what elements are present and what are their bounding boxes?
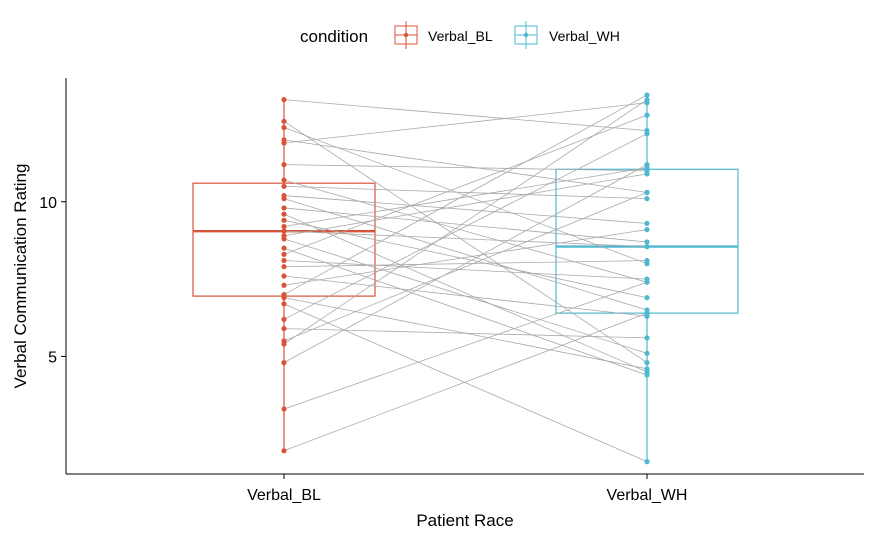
point-Verbal_BL: [281, 264, 287, 270]
point-Verbal_WH: [644, 372, 650, 378]
pair-line: [283, 192, 648, 342]
pair-line: [283, 179, 648, 283]
pair-line: [283, 229, 648, 286]
point-Verbal_WH: [644, 350, 650, 356]
pair-line: [283, 207, 648, 243]
pair-line: [283, 133, 648, 320]
x-axis-title: Patient Race: [416, 511, 513, 530]
legend-label-wh: Verbal_WH: [549, 28, 620, 44]
y-tick-label: 10: [39, 195, 57, 212]
pair-line: [283, 164, 648, 172]
point-Verbal_BL: [281, 228, 287, 234]
pair-line: [283, 164, 648, 363]
point-Verbal_BL: [281, 316, 287, 322]
point-Verbal_BL: [281, 406, 287, 412]
legend-key-bl: [394, 21, 418, 49]
plot-area: [192, 92, 739, 465]
point-Verbal_BL: [281, 196, 287, 202]
point-Verbal_BL: [281, 282, 287, 288]
pair-line: [283, 167, 648, 227]
legend-title: condition: [300, 27, 368, 46]
point-Verbal_BL: [281, 177, 287, 183]
point-Verbal_WH: [644, 171, 650, 177]
point-Verbal_WH: [644, 239, 650, 245]
point-Verbal_BL: [281, 97, 287, 103]
pair-line: [283, 139, 648, 193]
point-Verbal_WH: [644, 189, 650, 196]
pair-line: [283, 303, 648, 462]
point-Verbal_WH: [644, 335, 650, 341]
pair-line: [283, 173, 648, 237]
point-Verbal_BL: [281, 245, 287, 251]
point-Verbal_BL: [281, 140, 287, 146]
point-Verbal_WH: [644, 459, 650, 465]
point-Verbal_BL: [281, 236, 287, 242]
point-Verbal_BL: [281, 360, 287, 366]
pair-line: [283, 114, 648, 255]
legend-label-bl: Verbal_BL: [428, 28, 493, 44]
pair-line: [283, 230, 648, 248]
point-Verbal_BL: [281, 183, 287, 189]
pair-line: [283, 99, 648, 345]
point-Verbal_WH: [644, 92, 650, 98]
pair-line: [283, 247, 648, 376]
x-ticks: Verbal_BL Verbal_WH: [247, 474, 687, 504]
pair-line: [283, 281, 648, 410]
point-Verbal_BL: [281, 217, 287, 223]
pair-line: [283, 120, 648, 363]
point-Verbal_BL: [281, 223, 287, 230]
pair-line: [283, 198, 648, 311]
point-Verbal_WH: [644, 97, 650, 103]
pair-line: [283, 312, 648, 452]
pair-line: [283, 102, 648, 144]
pair-lines: [283, 94, 648, 462]
y-axis-title: Verbal Communication Rating: [11, 164, 30, 389]
point-Verbal_WH: [644, 226, 650, 233]
point-Verbal_BL: [281, 273, 287, 279]
point-Verbal_WH: [644, 112, 650, 118]
pair-line: [283, 99, 648, 131]
pair-line: [283, 195, 648, 224]
pair-line: [283, 219, 648, 299]
point-Verbal_WH: [644, 366, 650, 372]
legend-key-wh: [514, 21, 538, 49]
point-Verbal_WH: [644, 162, 650, 168]
point-Verbal_WH: [644, 257, 650, 264]
point-Verbal_BL: [281, 301, 287, 307]
y-tick-label: 5: [48, 349, 57, 366]
point-Verbal_BL: [281, 118, 287, 124]
points: [281, 92, 650, 465]
point-Verbal_BL: [281, 325, 287, 332]
point-Verbal_WH: [644, 360, 650, 366]
pair-line: [283, 185, 648, 200]
point-Verbal_BL: [281, 257, 287, 264]
point-Verbal_WH: [644, 295, 650, 301]
pair-line: [283, 127, 648, 264]
point-Verbal_BL: [281, 341, 287, 347]
point-Verbal_WH: [644, 220, 650, 227]
point-Verbal_BL: [281, 124, 287, 131]
point-Verbal_BL: [281, 251, 287, 257]
pair-line: [283, 275, 648, 317]
point-Verbal_BL: [281, 295, 287, 301]
legend: condition Verbal_BL Verbal_WH: [300, 21, 620, 49]
point-Verbal_BL: [281, 448, 287, 454]
point-Verbal_BL: [281, 211, 287, 217]
y-ticks: 5 10: [39, 195, 66, 366]
pair-line: [283, 213, 648, 373]
x-tick-label: Verbal_WH: [607, 487, 688, 504]
point-Verbal_WH: [644, 279, 650, 285]
point-Verbal_WH: [644, 244, 650, 250]
pair-line: [283, 94, 648, 295]
point-Verbal_WH: [644, 310, 650, 316]
pair-line: [283, 260, 648, 280]
point-Verbal_WH: [644, 131, 650, 137]
x-tick-label: Verbal_BL: [247, 487, 321, 504]
point-Verbal_WH: [644, 196, 650, 202]
point-Verbal_BL: [281, 162, 287, 168]
point-Verbal_BL: [281, 205, 287, 211]
